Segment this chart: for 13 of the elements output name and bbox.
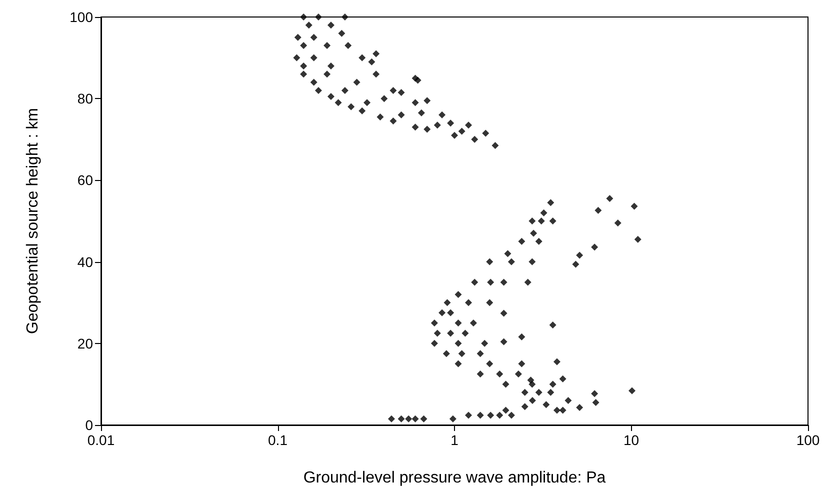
- x-axis-title: Ground-level pressure wave amplitude: Pa: [303, 470, 606, 486]
- x-tick-label: 0.1: [268, 432, 288, 448]
- x-tick-label: 1: [450, 432, 459, 448]
- x-tick-label: 10: [623, 432, 640, 448]
- x-tick-label: 100: [796, 432, 820, 448]
- y-tick-label: 80: [77, 90, 94, 107]
- y-tick-label: 20: [77, 335, 94, 352]
- y-tick-label: 0: [85, 417, 94, 433]
- y-tick-label: 40: [77, 254, 94, 270]
- y-tick-label: 60: [77, 172, 94, 188]
- x-tick-label: 0.01: [87, 432, 115, 448]
- y-axis-title: Geopotential source height : km: [24, 108, 42, 334]
- y-tick-label: 100: [70, 9, 94, 25]
